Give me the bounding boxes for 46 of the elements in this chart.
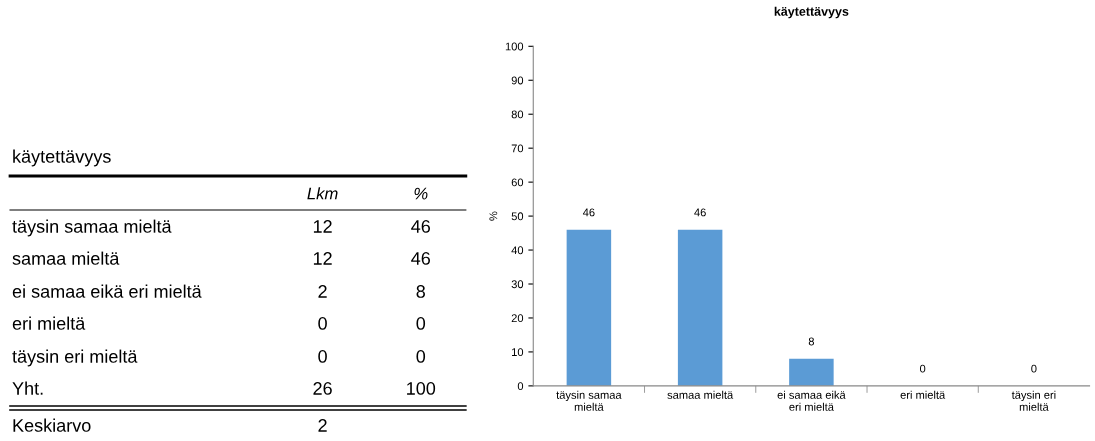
- category-label: täysin samaa mieltä: [12, 219, 172, 237]
- y-tick-label: 100: [505, 42, 524, 51]
- data-label: 0: [1031, 364, 1037, 373]
- data-label: 0: [416, 317, 426, 330]
- text: käytettävyys: [13, 149, 111, 167]
- data-label: 2: [318, 419, 327, 432]
- text: Lkm: [307, 187, 338, 200]
- x-tick-label: täysin samaa mieltä: [556, 390, 622, 411]
- y-tick-label: 70: [511, 144, 524, 153]
- data-label: 0: [318, 317, 327, 330]
- y-tick-label: 90: [511, 76, 524, 85]
- data-label: 100: [407, 382, 436, 395]
- category-label: Keskiarvo: [13, 418, 91, 432]
- y-tick-label: 0: [517, 382, 524, 391]
- category-label: samaa mieltä: [12, 251, 120, 265]
- x-tick-label: eri mieltä: [900, 390, 946, 399]
- data-label: 46: [411, 252, 431, 265]
- category-label: ei samaa eikä eri mieltä: [12, 284, 202, 298]
- chart-title: käytettävyys: [774, 6, 849, 19]
- y-tick-label: 50: [511, 212, 524, 221]
- y-tick-label: 80: [511, 110, 524, 119]
- y-axis-title: %: [489, 211, 498, 221]
- category-label: Yht.: [12, 381, 43, 395]
- data-label: 2: [318, 285, 327, 298]
- category-label: täysin eri mieltä: [12, 349, 138, 367]
- data-label: 12: [313, 252, 332, 265]
- y-tick-label: 40: [511, 246, 524, 255]
- data-label: 26: [313, 382, 332, 395]
- data-label: 46: [694, 208, 706, 217]
- y-tick-label: 30: [511, 280, 524, 289]
- x-tick-label: täysin eri mieltä: [1011, 390, 1056, 411]
- data-label: 12: [313, 220, 332, 233]
- category-label: eri mieltä: [12, 316, 86, 330]
- data-label: 46: [582, 208, 595, 217]
- x-tick-label: ei samaa eikä eri mieltä: [777, 390, 846, 411]
- y-tick-label: 10: [512, 348, 524, 357]
- x-tick-label: samaa mieltä: [667, 390, 734, 399]
- data-label: 0: [318, 350, 327, 363]
- y-tick-label: 60: [511, 178, 524, 187]
- data-label: 0: [416, 350, 426, 363]
- data-label: 8: [416, 285, 425, 298]
- data-label: 8: [808, 337, 814, 346]
- text: %: [414, 187, 428, 200]
- data-label: 0: [919, 364, 926, 373]
- y-tick-label: 20: [511, 314, 524, 323]
- data-label: 46: [411, 220, 431, 233]
